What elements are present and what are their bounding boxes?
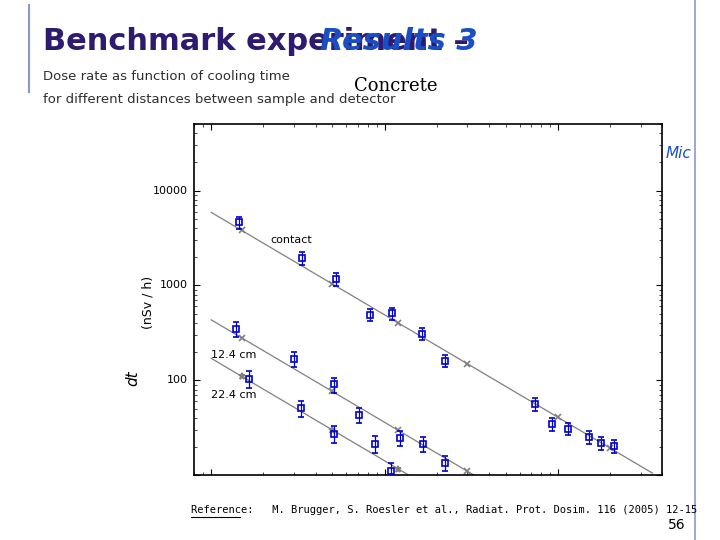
Text: Mic: Mic [666,146,692,161]
Text: dt: dt [126,370,140,386]
Text: contact: contact [271,235,312,245]
Text: Results 3: Results 3 [320,27,478,56]
Text: 22.4 cm: 22.4 cm [211,390,257,400]
Text: 1000: 1000 [159,280,187,291]
Text: 12.4 cm: 12.4 cm [211,350,256,360]
Text: Reference:   M. Brugger, S. Roesler et al., Radiat. Prot. Dosim. 116 (2005) 12-1: Reference: M. Brugger, S. Roesler et al.… [191,505,697,515]
Text: 100: 100 [166,375,187,386]
Text: 10000: 10000 [153,186,187,195]
Text: Dose rate as function of cooling time: Dose rate as function of cooling time [43,70,290,83]
Text: (nSv / h): (nSv / h) [141,276,154,329]
Text: Concrete: Concrete [354,77,438,96]
Text: 56: 56 [668,518,685,532]
Text: for different distances between sample and detector: for different distances between sample a… [43,93,396,106]
Text: Benchmark experiment –: Benchmark experiment – [43,27,480,56]
